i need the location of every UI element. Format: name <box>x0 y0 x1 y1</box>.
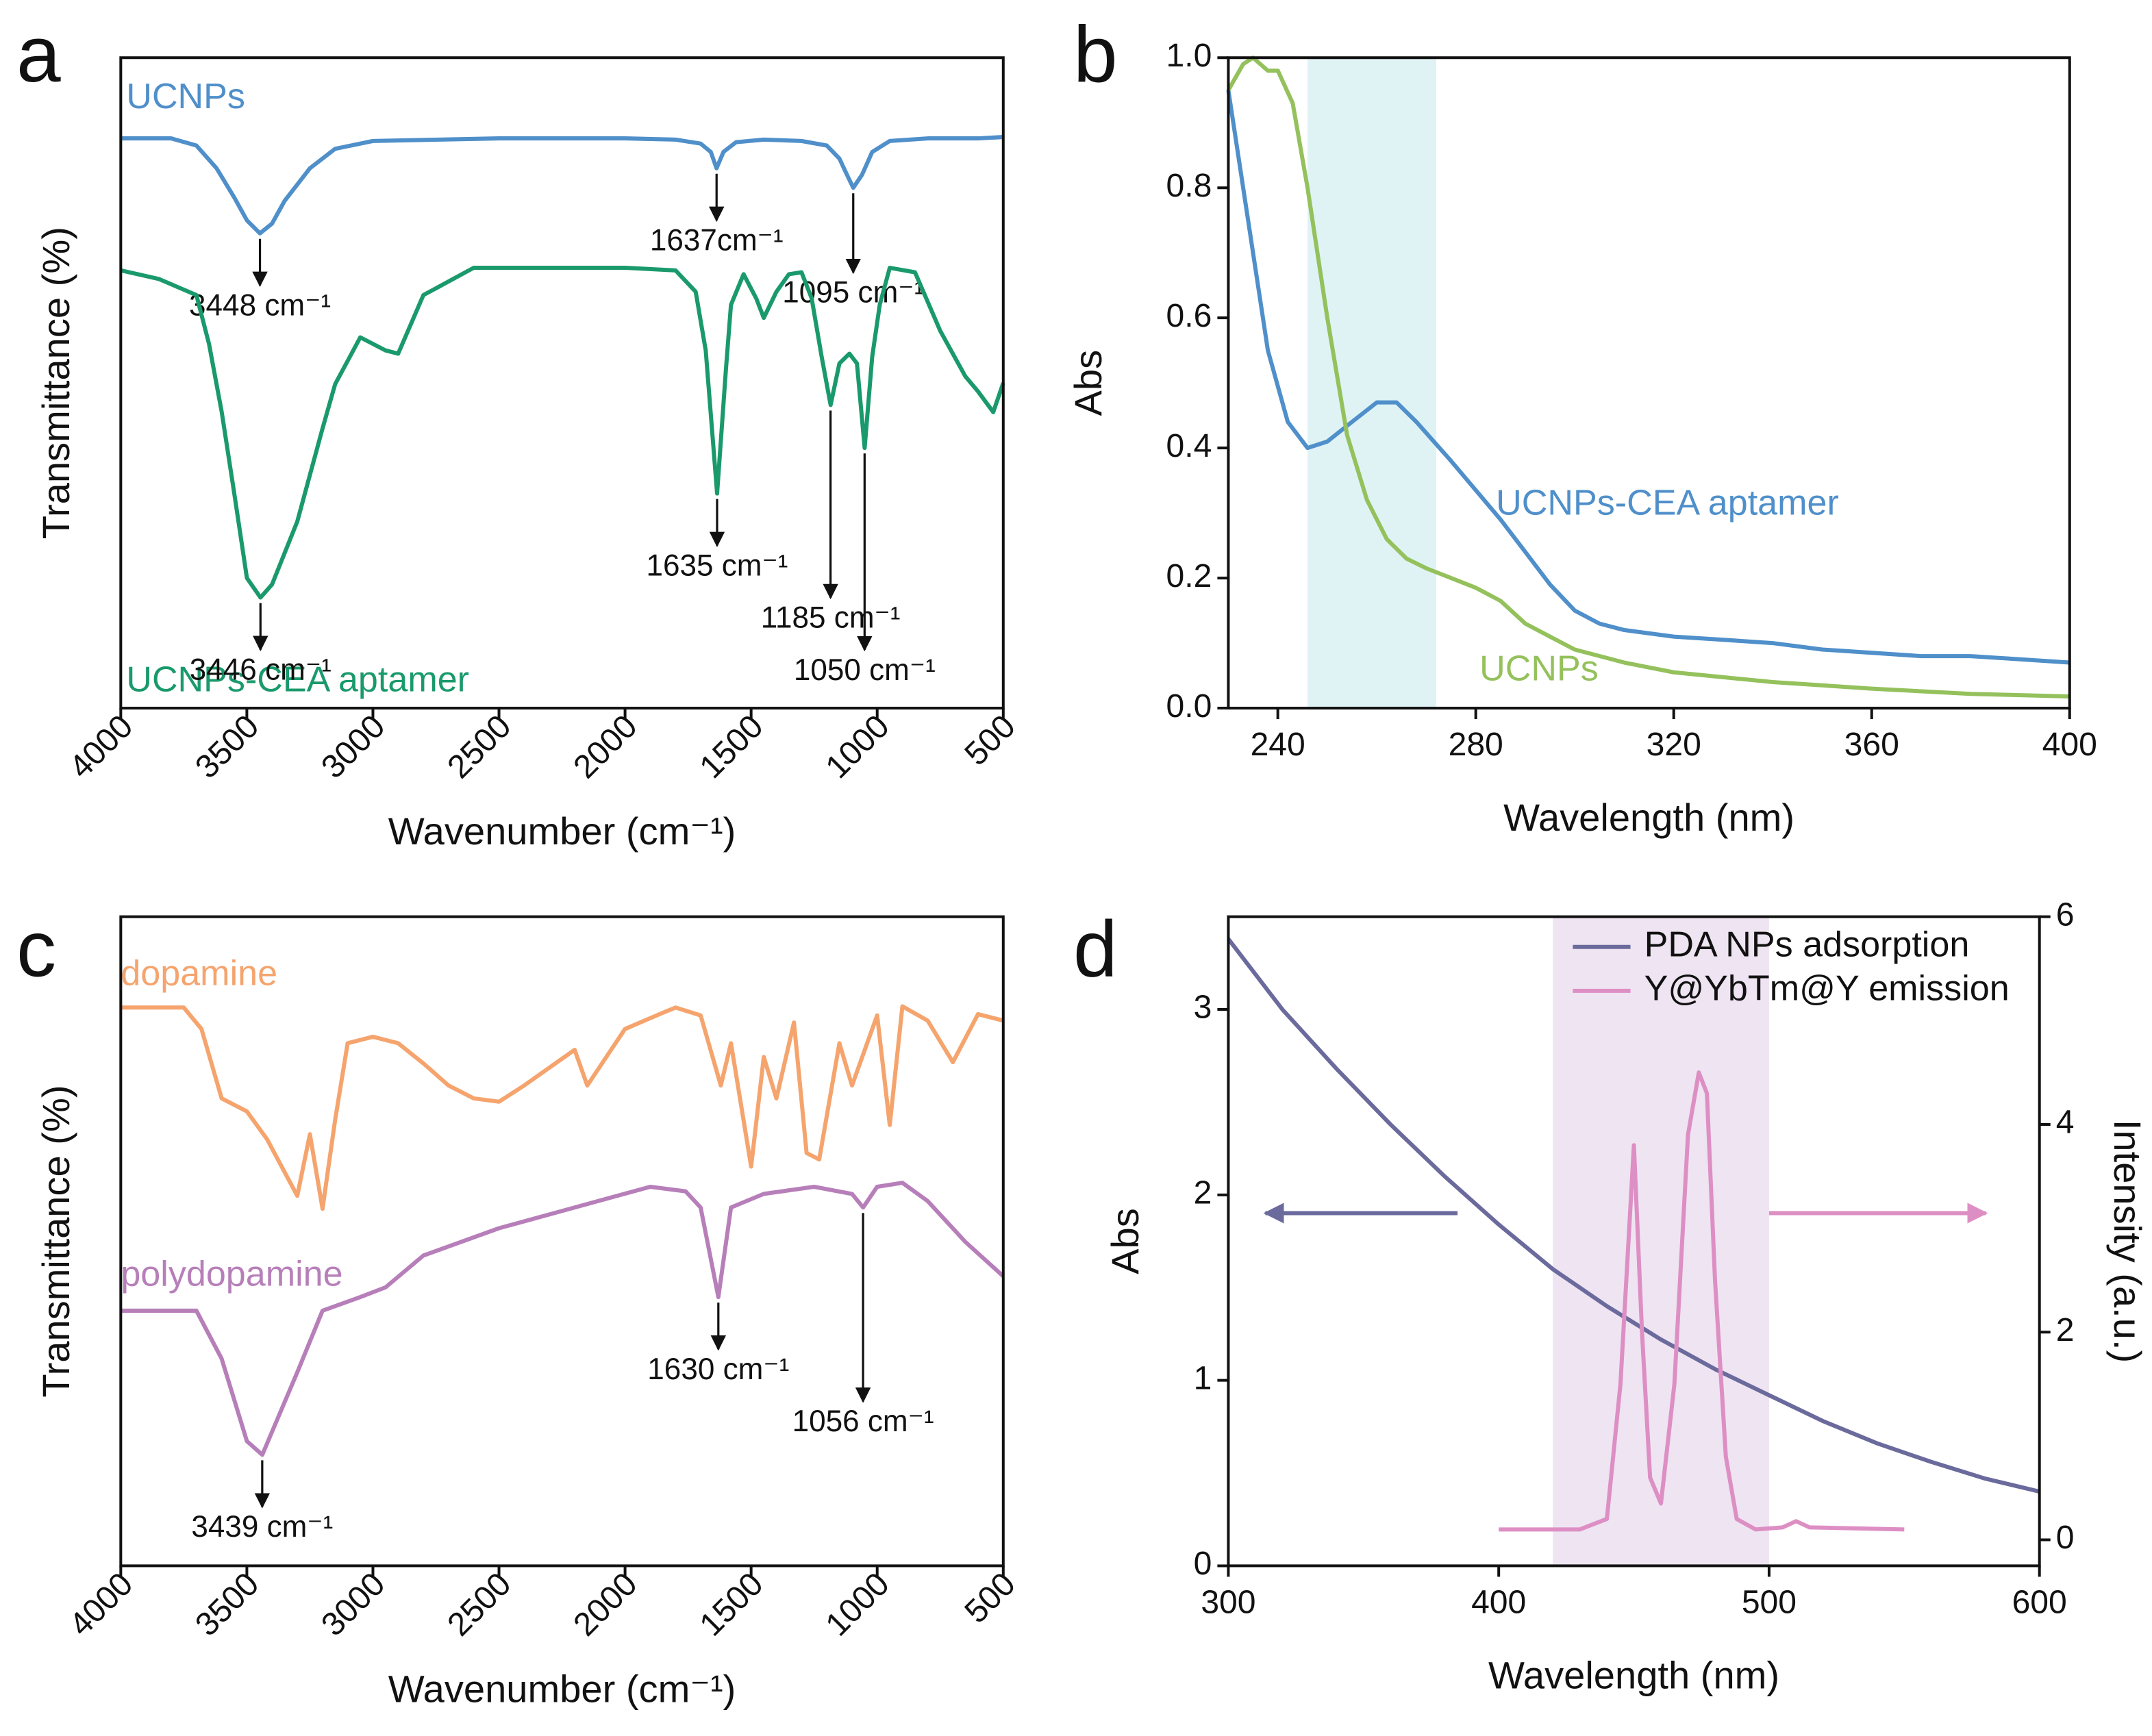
plot-frame <box>1227 915 2041 1568</box>
y-tick-label: 3 <box>1194 989 1212 1026</box>
y-tick-label: 0.0 <box>1166 688 1212 725</box>
panel-letter: b <box>1073 10 1118 99</box>
x-tick-label: 240 <box>1251 726 1305 763</box>
x-axis-title: Wavelength (nm) <box>1503 796 1794 839</box>
y-axis-title: Transmittance (%) <box>34 227 77 539</box>
x-axis-title: Wavenumber (cm⁻¹) <box>388 809 736 853</box>
annotation-label: 1185 cm⁻¹ <box>761 601 901 635</box>
series-label: UCNPs-CEA aptamer <box>1496 483 1839 523</box>
annotation-label: 3446 cm⁻¹ <box>190 653 331 686</box>
data-line <box>121 1181 1005 1457</box>
y2-tick-label: 4 <box>2056 1104 2075 1141</box>
y-tick-label: 1 <box>1194 1359 1212 1396</box>
series-label: polydopamine <box>121 1254 342 1294</box>
y-axis-title: Abs <box>1103 1208 1147 1274</box>
annotation-label: 3448 cm⁻¹ <box>189 289 331 323</box>
x-tick-label: 360 <box>1844 726 1899 763</box>
y2-tick-label: 2 <box>2056 1311 2075 1348</box>
y-tick-label: 0 <box>1194 1545 1212 1582</box>
x-axis-title: Wavenumber (cm⁻¹) <box>388 1668 736 1711</box>
data-line <box>1227 938 2040 1494</box>
annotation-label: 1050 cm⁻¹ <box>794 653 936 687</box>
x-tick-label: 400 <box>1471 1583 1526 1620</box>
legend-label: PDA NPs adsorption <box>1644 924 1970 964</box>
panel: 300 400 500 600 0 1 2 3 0 2 4 6 Wavelength (nm) Abs In… <box>1073 896 2149 1696</box>
plot-frame <box>119 915 1005 1568</box>
annotation-label: 1630 cm⁻¹ <box>647 1353 789 1386</box>
annotation-label: 1056 cm⁻¹ <box>792 1405 934 1438</box>
plot-frame <box>1227 56 2071 710</box>
legend-label: Y@YbTm@Y emission <box>1644 969 2010 1009</box>
annotation-label: 1635 cm⁻¹ <box>646 549 788 582</box>
x-tick-label: 280 <box>1449 726 1503 763</box>
y-tick-label: 1.0 <box>1166 37 1212 74</box>
data-line <box>1226 90 2070 665</box>
panel-letter: d <box>1073 904 1118 993</box>
annotation-label: 1637cm⁻¹ <box>650 224 784 257</box>
y-tick-label: 0.2 <box>1166 557 1212 594</box>
x-tick-label: 600 <box>2012 1583 2067 1620</box>
y-axis-title: Abs <box>1066 350 1110 416</box>
y2-axis-title: Intensity (a.u.) <box>2106 1120 2149 1363</box>
series-label: UCNPs <box>126 77 245 116</box>
y-axis-title: Transmittance (%) <box>34 1085 77 1397</box>
series-label: dopamine <box>121 954 277 994</box>
x-axis-title: Wavelength (nm) <box>1488 1654 1779 1697</box>
x-tick-label: 500 <box>1742 1583 1797 1620</box>
data-line <box>121 135 1003 236</box>
data-line <box>1226 55 2070 699</box>
data-line <box>121 1004 1004 1211</box>
annotation-label: 3439 cm⁻¹ <box>191 1510 333 1544</box>
panel: UCNPs-CEA aptamer UCNPs 240 280 320 360 400 0.0… <box>1066 10 2097 839</box>
y-tick-label: 0.4 <box>1166 427 1212 464</box>
plot-frame <box>119 56 1005 710</box>
panel-letter: c <box>16 904 56 993</box>
x-tick-label: 320 <box>1647 726 1701 763</box>
y2-tick-label: 6 <box>2056 896 2075 933</box>
highlight-band <box>1553 916 1769 1566</box>
y-tick-label: 0.6 <box>1166 297 1212 334</box>
panel-letter: a <box>16 10 61 99</box>
y-tick-label: 2 <box>1194 1174 1212 1211</box>
highlight-band <box>1308 58 1436 709</box>
series-label: UCNPs <box>1479 649 1599 689</box>
series-label: UCNPs-CEA aptamer <box>126 660 469 700</box>
y-tick-label: 0.8 <box>1166 167 1212 204</box>
x-tick-label: 400 <box>2042 726 2097 763</box>
data-line <box>1499 1070 1905 1532</box>
x-tick-label: 300 <box>1201 1583 1255 1620</box>
y2-tick-label: 0 <box>2056 1519 2075 1556</box>
data-line <box>120 266 1005 600</box>
